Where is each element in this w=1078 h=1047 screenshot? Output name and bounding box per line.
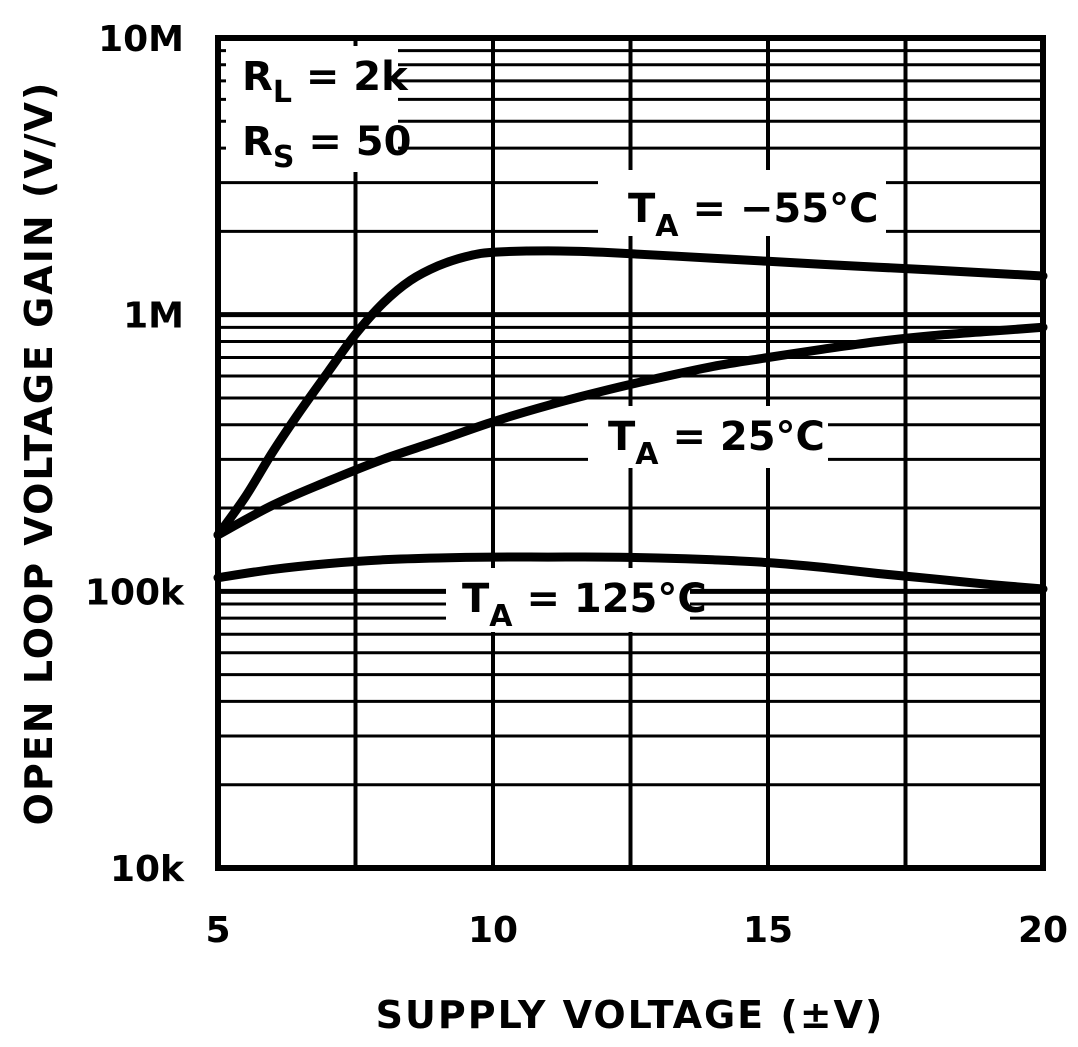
tick-labels: 5 10 15 20 10k 100k 1M 10M <box>85 19 1068 951</box>
series-line-3 <box>213 552 1048 594</box>
y-tick-label: 100k <box>85 572 185 613</box>
y-tick-label: 10k <box>110 849 185 890</box>
y-axis-title: OPEN LOOP VOLTAGE GAIN (V/V) <box>17 81 61 826</box>
label-mask <box>446 568 690 632</box>
label-masks <box>226 46 886 632</box>
x-tick-label: 20 <box>1018 910 1068 951</box>
series-label-minus55: TA = −55°C <box>628 186 878 244</box>
label-mask <box>588 406 828 468</box>
series-line-1 <box>213 246 1048 540</box>
plot-frame <box>215 35 1046 871</box>
curves <box>213 246 1048 594</box>
series-line-2 <box>213 322 1048 540</box>
x-tick-label: 15 <box>743 910 793 951</box>
series-label-125: TA = 125°C <box>462 576 707 634</box>
label-mask <box>226 46 398 172</box>
x-tick-label: 10 <box>468 910 518 951</box>
y-tick-label: 10M <box>98 19 184 60</box>
x-axis-title: SUPPLY VOLTAGE (±V) <box>376 993 885 1037</box>
condition-rl: RL = 2k <box>242 54 409 110</box>
x-tick-label: 5 <box>205 910 230 951</box>
series-label-25: TA = 25°C <box>608 414 825 472</box>
y-tick-label: 1M <box>123 296 184 337</box>
label-mask <box>598 170 886 236</box>
condition-rs: RS = 50 <box>242 119 411 175</box>
